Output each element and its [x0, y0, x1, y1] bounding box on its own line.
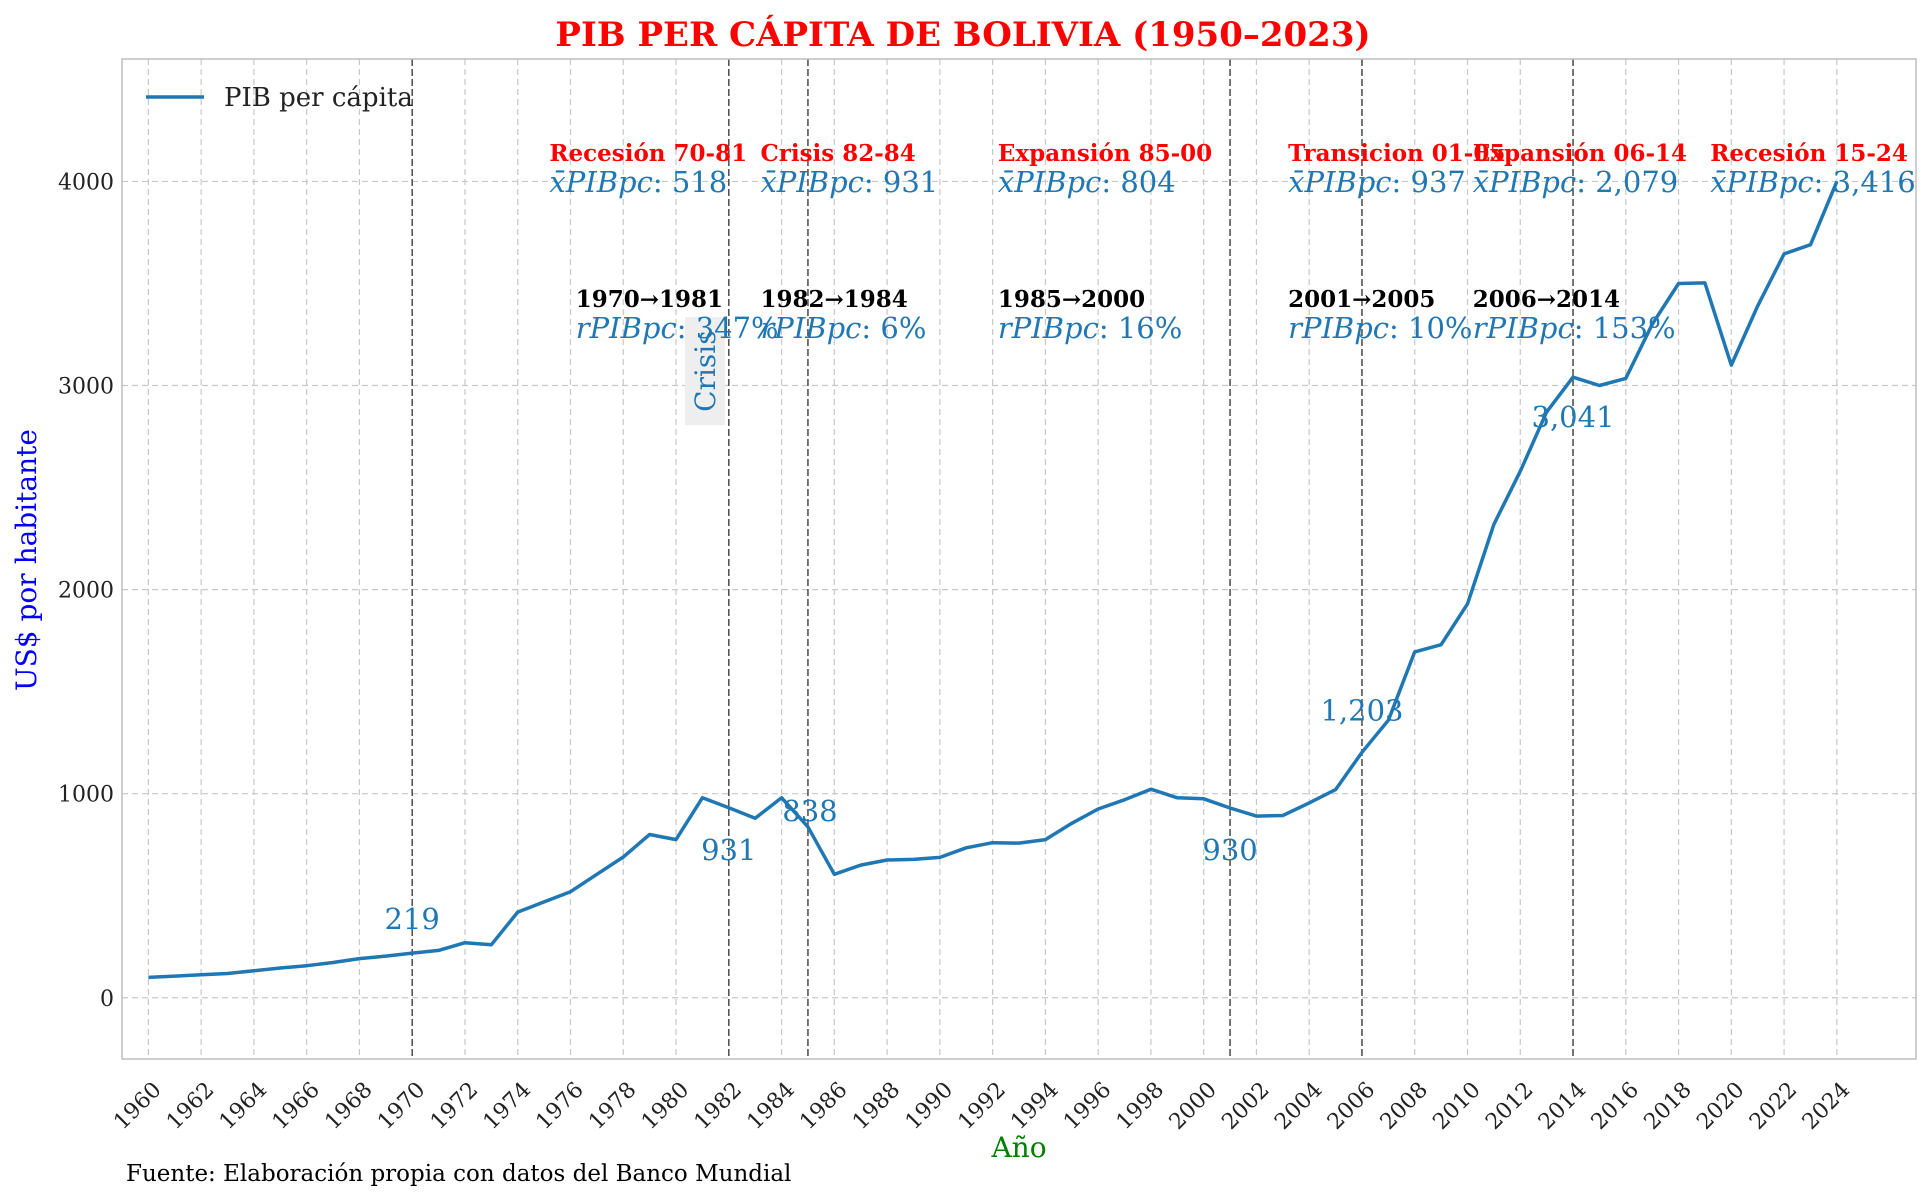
growth-rate-value: rPIBpc: 153%: [1473, 311, 1676, 345]
point-label: 3,041: [1532, 400, 1615, 434]
period-title: Recesión 15-24: [1710, 140, 1908, 167]
period-mean-symbol: x̄PIBpc: [549, 165, 652, 199]
growth-rate-symbol: rPIBpc: [998, 311, 1099, 345]
y-tick-label: 3000: [58, 375, 114, 400]
period-mean-number: : 3,416: [1814, 165, 1916, 199]
plot-frame: [121, 58, 1917, 1060]
y-axis-label: US$ por habitante: [10, 429, 43, 691]
x-axis-label: Año: [990, 1131, 1046, 1164]
period-mean-symbol: x̄PIBpc: [1473, 165, 1576, 199]
legend: PIB per cápita: [146, 83, 413, 113]
point-label: 1,203: [1320, 693, 1403, 727]
growth-title: 1970→1981: [576, 286, 723, 313]
crisis-label: Crisis: [689, 330, 722, 411]
growth-rate-number: : 6%: [861, 311, 926, 345]
period-mean-number: : 2,079: [1576, 165, 1678, 199]
period-title: Expansión 85-00: [998, 140, 1212, 167]
legend-label: PIB per cápita: [224, 83, 413, 113]
point-label: 930: [1202, 833, 1257, 867]
growth-rate-number: : 10%: [1389, 311, 1472, 345]
period-title: Crisis 82-84: [760, 140, 915, 167]
growth-rate-value: rPIBpc: 6%: [760, 311, 926, 345]
point-label: 838: [782, 794, 837, 828]
y-axis-ticks: 0 1000 2000 3000 4000: [58, 170, 114, 1011]
growth-rate-symbol: rPIBpc: [1473, 311, 1574, 345]
series-line: [148, 180, 1839, 980]
period-mean-symbol: x̄PIBpc: [1710, 165, 1813, 199]
point-labels: 219 931 838 930 1,203 3,041: [385, 400, 1615, 936]
point-label: 931: [701, 833, 756, 867]
crisis-label-box: [685, 317, 726, 426]
growth-rate-value: rPIBpc: 10%: [1288, 311, 1472, 345]
y-tick-label: 0: [100, 987, 114, 1012]
growth-title: 2001→2005: [1288, 286, 1435, 313]
period-mean-number: : 804: [1101, 165, 1175, 199]
growth-rate-value: rPIBpc: 347%: [576, 311, 779, 345]
series-pib-per-capita: [148, 180, 1839, 980]
period-mean-value: x̄PIBpc: 2,079: [1473, 165, 1678, 199]
source-note: Fuente: Elaboración propia con datos del…: [126, 1161, 791, 1187]
chart-title: PIB PER CÁPITA DE BOLIVIA (1950–2023): [555, 14, 1370, 55]
growth-rate-symbol: rPIBpc: [1288, 311, 1389, 345]
period-mean-symbol: x̄PIBpc: [760, 165, 863, 199]
period-mean-number: : 937: [1392, 165, 1466, 199]
period-title: Recesión 70-81: [549, 140, 747, 167]
period-mean-number: : 931: [864, 165, 938, 199]
period-mean-value: x̄PIBpc: 804: [998, 165, 1176, 199]
growth-rate-number: : 153%: [1574, 311, 1676, 345]
period-mean-value: x̄PIBpc: 931: [760, 165, 938, 199]
period-title: Transicion 01-05: [1288, 140, 1505, 167]
point-label: 219: [385, 902, 440, 936]
crisis-annotation: Crisis: [685, 317, 726, 426]
period-mean-symbol: x̄PIBpc: [998, 165, 1101, 199]
growth-rate-symbol: rPIBpc: [760, 311, 861, 345]
growth-title: 2006→2014: [1473, 286, 1620, 313]
growth-rate-value: rPIBpc: 16%: [998, 311, 1182, 345]
period-mean-value: x̄PIBpc: 3,416: [1710, 165, 1915, 199]
y-tick-label: 1000: [58, 783, 114, 808]
period-mean-number: : 518: [653, 165, 727, 199]
growth-rate-symbol: rPIBpc: [576, 311, 677, 345]
period-title: Expansión 06-14: [1473, 140, 1687, 167]
period-mean-value: x̄PIBpc: 518: [549, 165, 727, 199]
y-tick-label: 2000: [58, 579, 114, 604]
period-dividers: [411, 59, 1574, 1059]
growth-rate-number: : 347%: [677, 311, 779, 345]
period-mean-symbol: x̄PIBpc: [1288, 165, 1391, 199]
y-tick-label: 4000: [58, 170, 114, 195]
period-mean-value: x̄PIBpc: 937: [1288, 165, 1466, 199]
growth-title: 1982→1984: [760, 286, 907, 313]
grid: [122, 59, 1916, 1059]
growth-rate-number: : 16%: [1099, 311, 1182, 345]
growth-title: 1985→2000: [998, 286, 1145, 313]
